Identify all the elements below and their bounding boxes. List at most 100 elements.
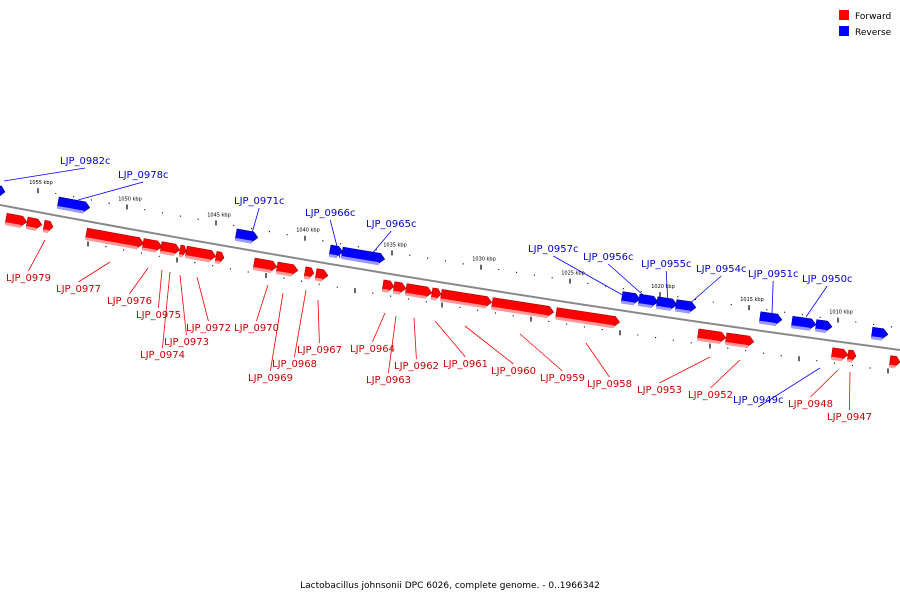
gene-label[interactable]: LJP_0957c — [528, 244, 579, 255]
gene-label[interactable]: LJP_0953 — [637, 385, 682, 396]
gene-feature-forward[interactable] — [847, 349, 857, 363]
gene-label[interactable]: LJP_0947 — [827, 412, 872, 423]
leader-line — [413, 317, 417, 360]
gene-ljp-0976[interactable] — [85, 227, 144, 250]
gene-label[interactable]: LJP_0955c — [641, 259, 692, 270]
gene-ljp-0963[interactable] — [381, 279, 395, 294]
gene-label[interactable]: LJP_0966c — [305, 208, 356, 219]
gene-ljp-0965c[interactable] — [341, 246, 386, 266]
gene-ljp-0959[interactable] — [440, 289, 493, 309]
leader-line — [317, 299, 320, 344]
gene-feature-reverse[interactable] — [871, 326, 889, 341]
gene-label[interactable]: LJP_0971c — [234, 196, 285, 207]
gene-ljp-0982c[interactable] — [0, 184, 6, 199]
minor-tick — [727, 347, 729, 349]
gene-ljp-0973[interactable] — [178, 244, 187, 258]
gene-ljp-0948[interactable] — [725, 332, 755, 349]
gene-ljp-0970[interactable] — [214, 251, 225, 265]
gene-feature-forward[interactable] — [889, 355, 900, 369]
gene-ljp-0957c[interactable] — [621, 291, 641, 307]
gene-label[interactable]: LJP_0982c — [60, 156, 111, 167]
gene-ljp-0975[interactable] — [141, 238, 163, 253]
gene-ljp-0979[interactable] — [4, 212, 28, 229]
gene-label[interactable]: LJP_0970 — [234, 323, 279, 334]
gene-ljp-0978c[interactable] — [56, 196, 91, 215]
minor-tick — [583, 326, 586, 328]
gene-ljp-0958[interactable] — [491, 297, 555, 319]
gene-ljp-0960-shadow — [430, 296, 437, 301]
gene-ljp-0967[interactable] — [303, 266, 315, 280]
gene-label[interactable]: LJP_0961 — [443, 359, 488, 370]
leader-line — [687, 275, 722, 306]
gene-ljp-0953[interactable] — [555, 307, 621, 330]
minor-tick — [655, 336, 657, 339]
gene-ljp-0954c-body — [675, 299, 697, 313]
gene-label[interactable]: LJP_0978c — [118, 170, 169, 181]
gene-ljp-0971c-shadow — [234, 237, 253, 244]
gene-label[interactable]: LJP_0979 — [6, 273, 51, 284]
gene-ljp-0954c[interactable] — [675, 299, 697, 315]
gene-label[interactable]: LJP_0963 — [366, 375, 411, 386]
minor-tick — [322, 240, 324, 242]
gene-label[interactable]: LJP_0965c — [366, 219, 417, 230]
gene-feature-forward[interactable] — [42, 220, 54, 234]
gene-label[interactable]: LJP_0951c — [748, 269, 799, 280]
gene-ljp-0955c[interactable] — [656, 296, 678, 312]
gene-ljp-0959-shadow — [440, 298, 487, 309]
minor-tick — [762, 352, 765, 354]
leader-line — [270, 292, 284, 372]
gene-label[interactable]: LJP_0949c — [733, 395, 784, 406]
minor-tick — [179, 215, 181, 217]
gene-ljp-0952[interactable] — [697, 328, 727, 345]
minor-tick — [427, 257, 429, 259]
gene-label[interactable]: LJP_0968 — [272, 359, 317, 370]
gene-ljp-0974[interactable] — [159, 241, 181, 257]
gene-label[interactable]: LJP_0956c — [583, 252, 634, 263]
gene-label[interactable]: LJP_0950c — [802, 274, 853, 285]
gene-label[interactable]: LJP_0954c — [696, 264, 747, 275]
gene-ljp-0968[interactable] — [275, 261, 299, 277]
leader-line — [805, 285, 828, 318]
gene-ljp-0947[interactable] — [831, 347, 849, 362]
gene-label[interactable]: LJP_0967 — [297, 345, 342, 356]
gene-ljp-0969[interactable] — [252, 257, 278, 274]
gene-label[interactable]: LJP_0952 — [688, 390, 733, 401]
gene-ljp-0973-shadow — [178, 253, 183, 258]
minor-tick — [301, 280, 303, 282]
gene-ljp-0949c[interactable] — [815, 319, 833, 334]
gene-ljp-0962[interactable] — [392, 281, 407, 296]
gene-ljp-0960[interactable] — [430, 287, 442, 301]
gene-label[interactable]: LJP_0958 — [587, 379, 632, 390]
gene-label[interactable]: LJP_0977 — [56, 284, 101, 295]
legend-reverse-label: Reverse — [855, 28, 892, 38]
map-caption: Lactobacillus johnsonii DPC 6026, comple… — [300, 581, 600, 591]
gene-label[interactable]: LJP_0964 — [350, 344, 395, 355]
gene-ljp-0950c[interactable] — [791, 315, 817, 331]
gene-ljp-0964[interactable] — [314, 268, 329, 283]
minor-tick — [801, 314, 804, 316]
gene-label[interactable]: LJP_0972 — [186, 323, 231, 334]
gene-ljp-0951c-body — [759, 311, 783, 325]
gene-label[interactable]: LJP_0960 — [491, 366, 536, 377]
minor-tick — [144, 209, 146, 211]
gene-ljp-0951c[interactable] — [759, 311, 783, 327]
gene-ljp-0971c[interactable] — [234, 228, 259, 245]
gene-ljp-0966c[interactable] — [328, 244, 344, 259]
minor-tick — [784, 311, 786, 313]
gene-ljp-0961[interactable] — [405, 283, 433, 300]
gene-feature-reverse-shadow — [871, 336, 883, 341]
minor-tick — [212, 265, 214, 267]
gene-ljp-0972[interactable] — [185, 245, 217, 263]
gene-label[interactable]: LJP_0962 — [394, 361, 439, 372]
gene-ljp-0956c[interactable] — [638, 293, 659, 309]
gene-label[interactable]: LJP_0969 — [248, 373, 293, 384]
gene-label[interactable]: LJP_0948 — [788, 399, 833, 410]
gene-label[interactable]: LJP_0975 — [136, 310, 181, 321]
gene-ljp-0977[interactable] — [25, 216, 43, 232]
gene-label[interactable]: LJP_0976 — [107, 296, 152, 307]
leader-line — [3, 167, 86, 182]
gene-label[interactable]: LJP_0973 — [164, 337, 209, 348]
minor-tick — [251, 227, 253, 230]
gene-label[interactable]: LJP_0959 — [540, 373, 585, 384]
gene-label[interactable]: LJP_0974 — [140, 350, 185, 361]
